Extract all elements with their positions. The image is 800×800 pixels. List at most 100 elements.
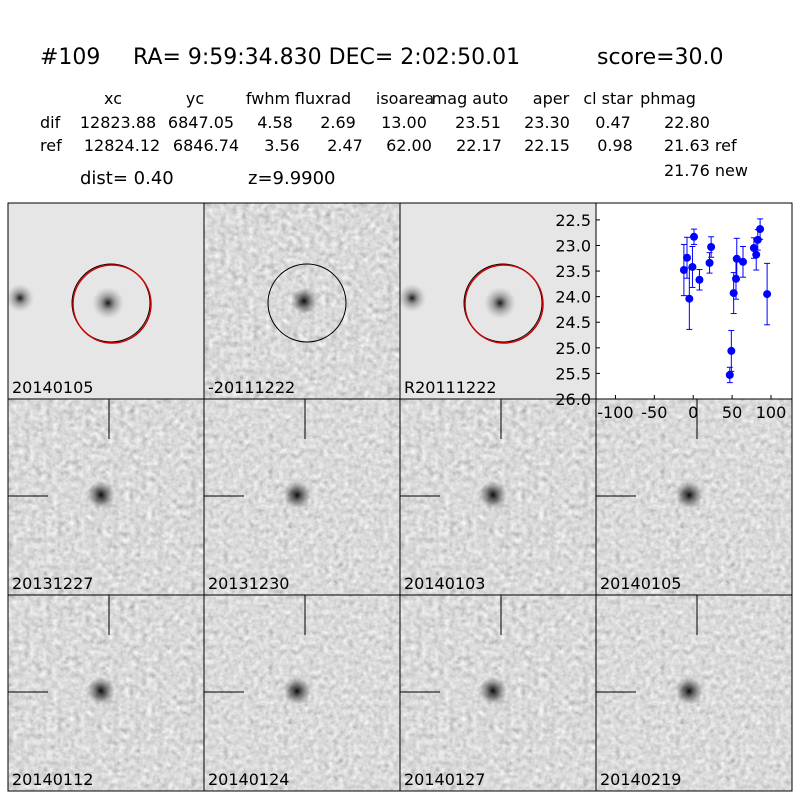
data-point xyxy=(688,262,697,271)
phmag-new: 21.76 new xyxy=(664,161,748,180)
image-panel: 20140103 xyxy=(399,398,597,596)
panel-label: -20111222 xyxy=(208,378,295,397)
panel-label: 20131227 xyxy=(12,574,93,593)
source xyxy=(283,677,311,705)
data-point xyxy=(756,225,765,234)
table-cell: 23.30 xyxy=(524,113,570,132)
aperture-ref xyxy=(71,263,151,343)
panel-label: 20140105 xyxy=(12,378,93,397)
column-header: xc xyxy=(104,89,122,108)
column-header: fwhm xyxy=(246,89,290,108)
y-tick-label: 24.0 xyxy=(555,288,591,307)
data-point xyxy=(695,275,704,284)
data-point xyxy=(732,254,741,263)
x-tick-label: 0 xyxy=(688,403,698,422)
panel-clip xyxy=(8,203,204,399)
y-tick-label: 23.5 xyxy=(555,262,591,281)
image-panel: 20131230 xyxy=(203,398,401,596)
data-point xyxy=(725,370,734,379)
data-point xyxy=(679,266,688,275)
aperture xyxy=(267,263,347,343)
panel-label: 20140219 xyxy=(600,770,681,789)
image-panel: 20140127 xyxy=(399,594,597,792)
table-cell: 12823.88 xyxy=(80,113,156,132)
data-point xyxy=(763,290,772,299)
y-tick-label: 23.0 xyxy=(555,236,591,255)
column-header: phmag xyxy=(640,89,696,108)
source xyxy=(675,677,703,705)
y-tick-label: 25.5 xyxy=(555,364,591,383)
image-panel: -20111222 xyxy=(203,202,401,400)
image-panel: 20140105 xyxy=(595,398,793,596)
data-point xyxy=(685,294,694,303)
panel-grid: 20140105 -20111222 R20111222 20131227 201312… xyxy=(7,202,793,792)
panel-label: 20131230 xyxy=(208,574,289,593)
source xyxy=(479,481,507,509)
source xyxy=(283,481,311,509)
table-cell: 0.98 xyxy=(597,136,633,155)
image-panel: 20140105 xyxy=(7,202,205,400)
neighbor-source xyxy=(400,284,426,312)
data-point xyxy=(732,274,740,283)
source xyxy=(87,481,115,509)
panel-clip xyxy=(400,595,596,791)
panel-label: 20140127 xyxy=(404,770,485,789)
panel-clip xyxy=(400,399,596,595)
source xyxy=(291,288,317,314)
panel-clip xyxy=(204,203,400,399)
panel-label: 20140105 xyxy=(600,574,681,593)
redshift: z=9.9900 xyxy=(248,168,336,189)
image-panel: 20140124 xyxy=(203,594,401,792)
table-cell: 12824.12 xyxy=(84,136,160,155)
lightcurve: 22.5 23.0 23.5 24.0 24.5 25.0 25.5 26.0 -100 -50 0… xyxy=(555,202,793,422)
source xyxy=(87,677,115,705)
panel-clip xyxy=(596,399,792,595)
panel-clip xyxy=(8,399,204,595)
data-point xyxy=(727,346,736,355)
table-cell: 22.17 xyxy=(456,136,502,155)
x-tick-label: 50 xyxy=(722,403,742,422)
data-point xyxy=(739,257,747,266)
panel-label: 20140103 xyxy=(404,574,485,593)
data-point xyxy=(690,232,698,241)
y-tick-label: 22.5 xyxy=(555,211,591,230)
panel-label: 20140112 xyxy=(12,770,93,789)
data-point xyxy=(683,253,691,262)
panel-clip xyxy=(204,399,400,595)
score: score=30.0 xyxy=(597,45,724,70)
y-tick-label: 25.0 xyxy=(555,339,591,358)
row-label: ref xyxy=(40,136,62,155)
panel-clip xyxy=(596,595,792,791)
panel-clip xyxy=(400,203,596,399)
table-cell: 2.47 xyxy=(327,136,363,155)
aperture xyxy=(464,264,544,344)
column-header: mag auto xyxy=(432,89,509,108)
panel-clip xyxy=(8,595,204,791)
table-cell: 3.56 xyxy=(264,136,300,155)
table-cell: 4.58 xyxy=(257,113,293,132)
data-point xyxy=(705,258,714,267)
source xyxy=(92,287,124,319)
table-cell: 6847.05 xyxy=(168,113,234,132)
panel-label: R20111222 xyxy=(404,378,497,397)
object-id: #109 xyxy=(40,45,100,70)
row-label: dif xyxy=(40,113,61,132)
dist: dist= 0.40 xyxy=(80,168,174,189)
coordinates: RA= 9:59:34.830 DEC= 2:02:50.01 xyxy=(133,45,520,70)
aperture xyxy=(72,264,152,344)
table-cell: 22.80 xyxy=(664,113,710,132)
table-cell: 13.00 xyxy=(381,113,427,132)
image-panel: 20140112 xyxy=(7,594,205,792)
image-panel: 20140219 xyxy=(595,594,793,792)
table-cell: 0.47 xyxy=(595,113,631,132)
y-tick-label: 26.0 xyxy=(555,390,591,409)
column-header: yc xyxy=(186,89,204,108)
x-tick-label: -50 xyxy=(641,403,667,422)
x-tick-label: 100 xyxy=(756,403,787,422)
table-cell: 6846.74 xyxy=(173,136,239,155)
panel-label: 20140124 xyxy=(208,770,289,789)
table-cell: 62.00 xyxy=(386,136,432,155)
source xyxy=(484,287,516,319)
data-point xyxy=(707,243,716,252)
